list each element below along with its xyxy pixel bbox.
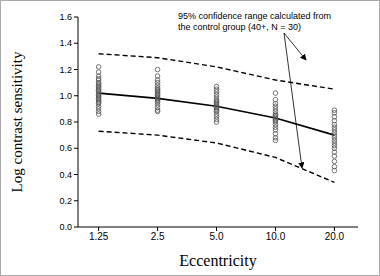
svg-text:95% confidence range calculate: 95% confidence range calculated from (178, 11, 331, 21)
svg-text:the control group (40+, N = 30: the control group (40+, N = 30) (178, 22, 301, 32)
svg-text:1.25: 1.25 (89, 231, 109, 242)
svg-text:0.6: 0.6 (59, 143, 72, 153)
svg-text:1.4: 1.4 (59, 38, 72, 48)
svg-text:5.0: 5.0 (210, 231, 224, 242)
svg-text:1.2: 1.2 (59, 65, 72, 75)
svg-text:0.4: 0.4 (59, 170, 72, 180)
svg-text:Log contrast sensitivity: Log contrast sensitivity (9, 51, 25, 192)
svg-text:1.6: 1.6 (59, 12, 72, 22)
svg-text:0.8: 0.8 (59, 117, 72, 127)
svg-text:1.0: 1.0 (59, 91, 72, 101)
svg-text:Eccentricity: Eccentricity (179, 252, 256, 270)
svg-text:2.5: 2.5 (151, 231, 165, 242)
svg-text:0.2: 0.2 (59, 196, 72, 206)
svg-text:10.0: 10.0 (266, 231, 286, 242)
svg-text:0.0: 0.0 (59, 222, 72, 232)
svg-text:20.0: 20.0 (325, 231, 345, 242)
